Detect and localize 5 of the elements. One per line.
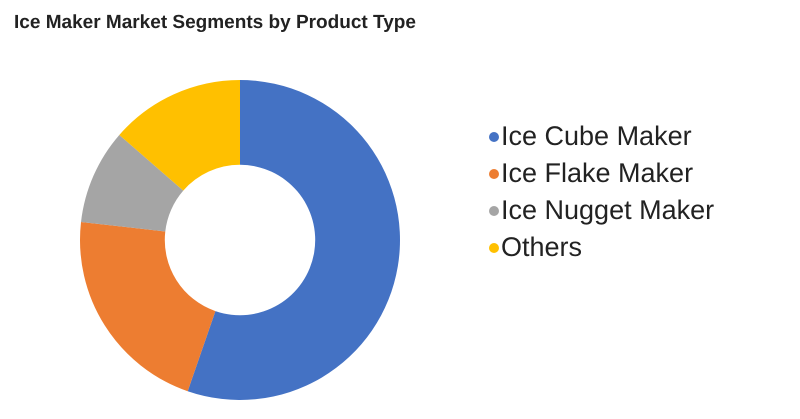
- legend-label: Ice Cube Maker: [501, 120, 692, 153]
- legend-label: Others: [501, 231, 582, 264]
- legend-label: Ice Flake Maker: [501, 157, 694, 190]
- chart-title: Ice Maker Market Segments by Product Type: [14, 12, 416, 34]
- legend-label: Ice Nugget Maker: [501, 194, 714, 227]
